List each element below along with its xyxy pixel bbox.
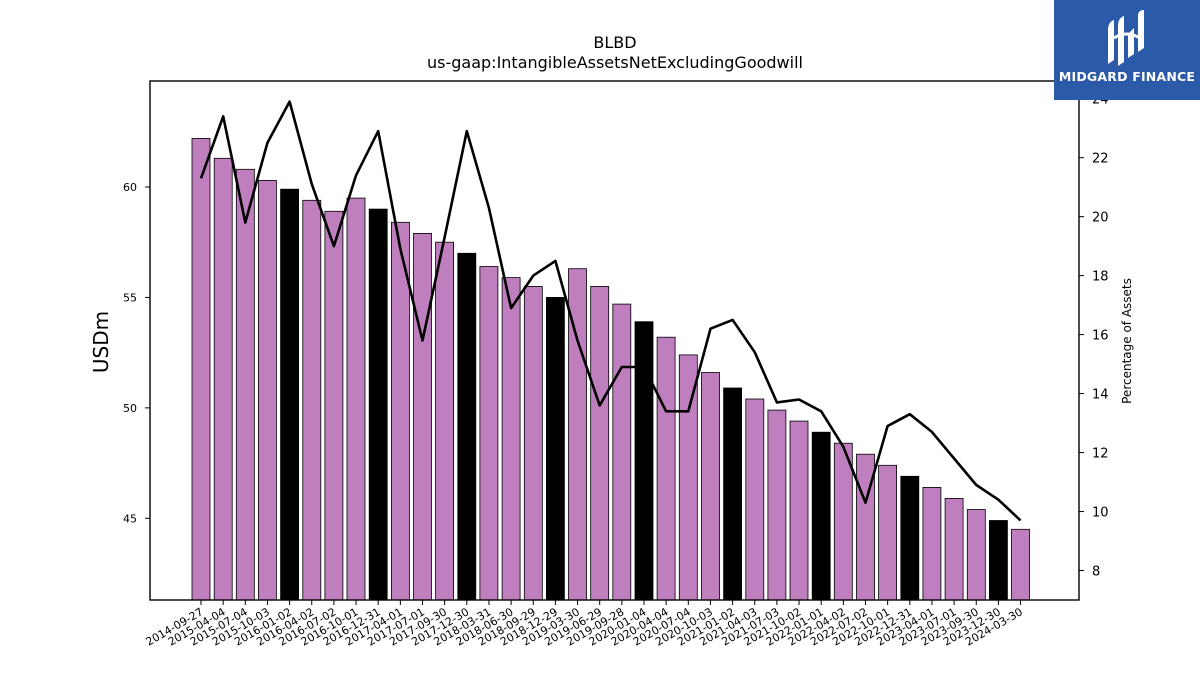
bar-2019-09-28 — [612, 303, 632, 601]
bar-2016-07-02 — [324, 210, 344, 601]
y2-tick-label: 10 — [1092, 506, 1109, 521]
bar-2022-07-02 — [856, 453, 875, 601]
bar-2016-10-01 — [346, 197, 366, 601]
percentage-line — [199, 100, 1022, 522]
bar-2021-01-02 — [723, 387, 742, 601]
bar-2020-10-03 — [701, 372, 720, 601]
y-tick-label: 55 — [123, 291, 137, 304]
bar-2018-03-31 — [479, 266, 499, 601]
bars-layer — [191, 137, 1030, 601]
x-axis: 2014-09-272015-04-042015-07-042015-10-03… — [144, 600, 1025, 649]
bar-2018-06-30 — [501, 277, 521, 601]
bar-2023-09-30 — [966, 509, 986, 601]
bar-2021-04-03 — [745, 398, 765, 601]
y2-axis-label: Percentage of Assets — [1120, 278, 1134, 404]
bar-2018-09-29 — [523, 285, 543, 601]
bar-2022-01-01 — [811, 431, 831, 601]
line-layer — [199, 100, 1022, 522]
chart-subtitle: us-gaap:IntangibleAssetsNetExcludingGood… — [427, 53, 803, 72]
y-axis-left: 45 50 55 60 — [123, 181, 150, 525]
logo-text: MIDGARD FINANCE — [1058, 69, 1196, 84]
bar-2015-07-04 — [235, 168, 255, 601]
bar-2023-04-01 — [922, 486, 942, 601]
y2-tick-label: 16 — [1092, 329, 1109, 344]
bar-2023-07-01 — [944, 497, 964, 601]
bar-2022-04-02 — [833, 442, 853, 601]
y2-tick-label: 8 — [1092, 565, 1100, 580]
y2-tick-label: 14 — [1092, 388, 1109, 403]
bar-2016-12-31 — [368, 208, 388, 601]
y-tick-label: 50 — [123, 402, 137, 415]
bar-2015-04-04 — [213, 157, 233, 601]
bar-2014-09-27 — [191, 137, 211, 601]
bar-2021-10-02 — [789, 420, 809, 601]
midgard-finance-logo: MIDGARD FINANCE — [1054, 0, 1200, 100]
chart-title: BLBD — [593, 33, 636, 52]
bar-2018-12-29 — [546, 296, 565, 601]
bar-2020-01-04 — [634, 321, 654, 601]
bar-2023-12-30 — [989, 520, 1008, 601]
bar-2024-03-30 — [1011, 528, 1030, 601]
midgard-logo-icon — [1108, 10, 1144, 66]
y-tick-label: 60 — [123, 181, 137, 194]
y2-tick-label: 18 — [1092, 270, 1109, 285]
bar-2022-12-31 — [900, 475, 920, 601]
bar-2019-06-29 — [590, 285, 610, 601]
y2-tick-label: 12 — [1092, 447, 1109, 462]
bar-2021-07-03 — [767, 409, 787, 601]
y2-tick-label: 22 — [1092, 152, 1109, 167]
bar-2015-10-03 — [257, 179, 277, 601]
bar-2016-04-02 — [302, 199, 322, 601]
bar-2017-12-30 — [457, 252, 477, 601]
bar-2020-04-04 — [656, 336, 676, 601]
y2-tick-label: 20 — [1092, 211, 1109, 226]
y-tick-label: 45 — [123, 512, 137, 525]
bar-2017-07-01 — [413, 232, 432, 601]
bar-2016-01-02 — [280, 188, 300, 601]
plot-frame — [149, 80, 1080, 601]
bar-2017-09-30 — [435, 241, 455, 601]
y-axis-label: USDm — [89, 311, 113, 373]
bar-2022-10-01 — [878, 464, 897, 601]
